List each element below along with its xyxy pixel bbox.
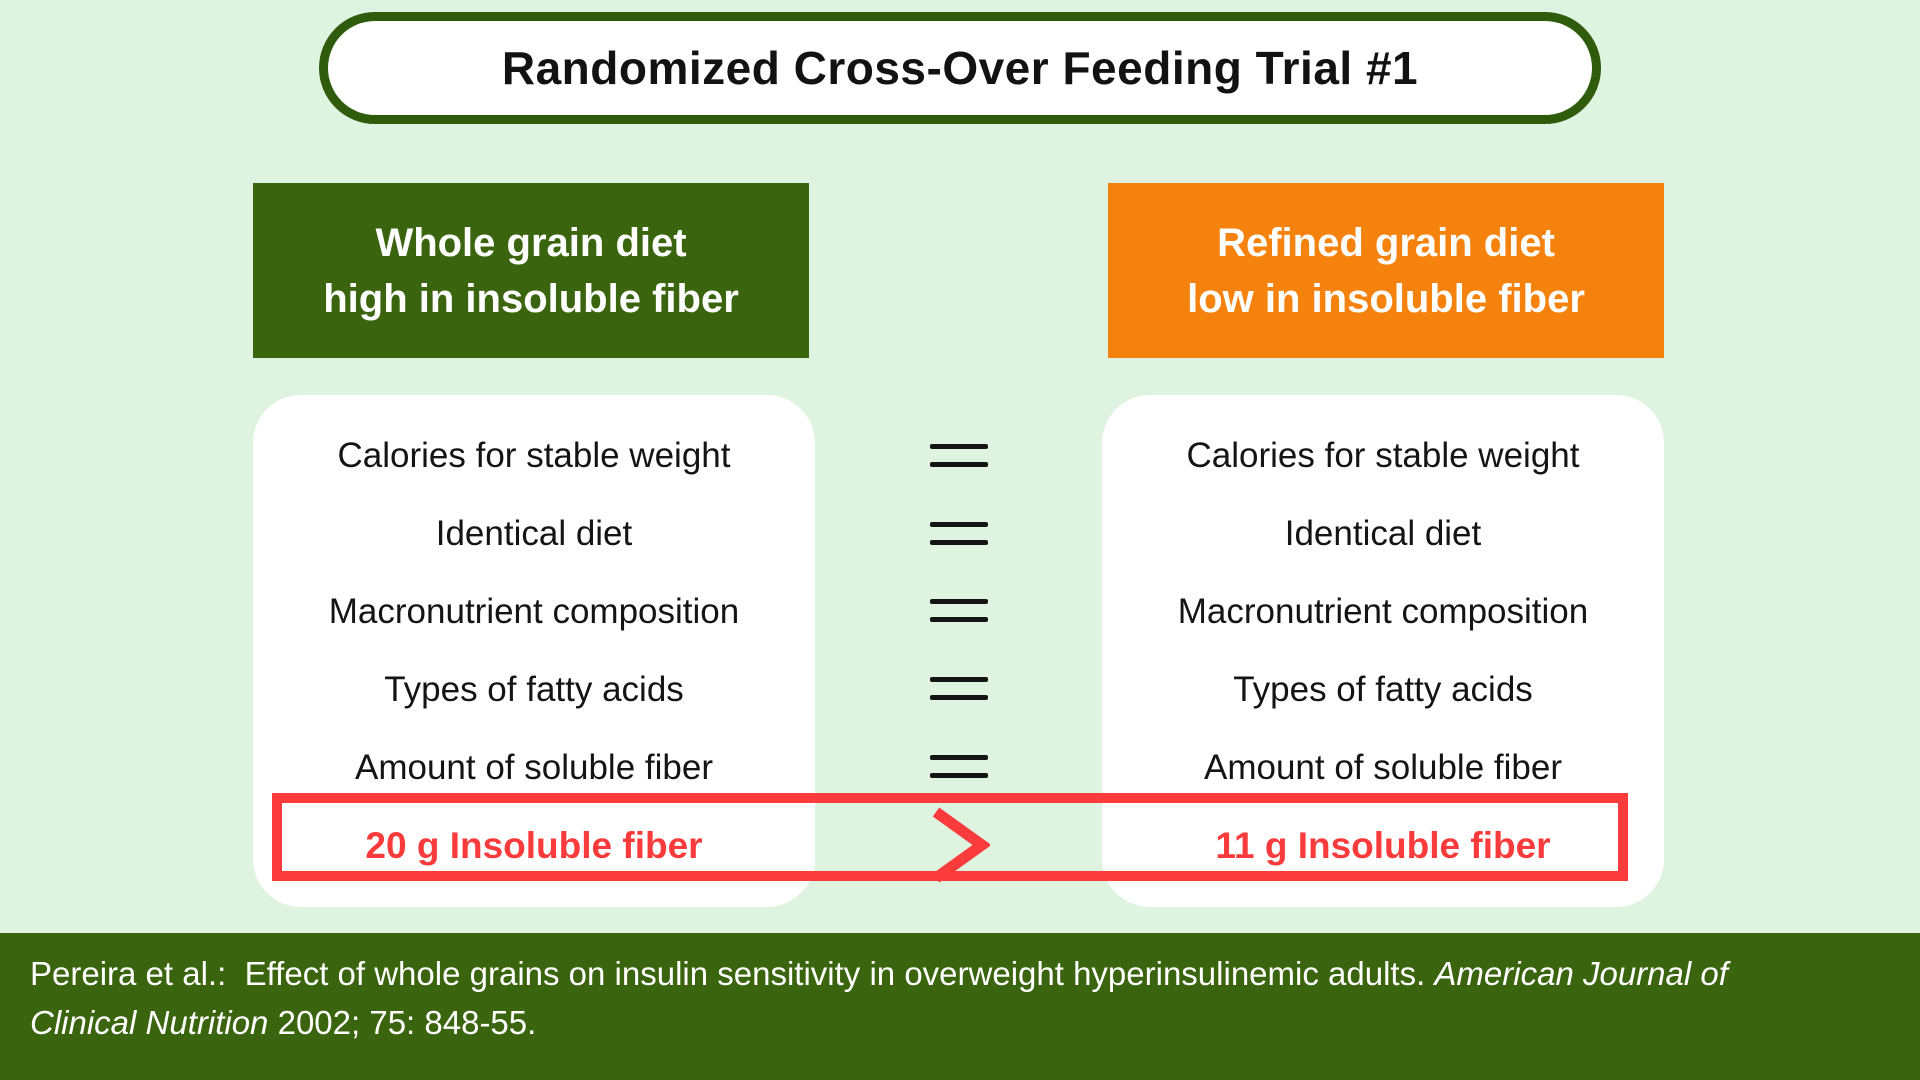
card-row: Calories for stable weight [1186, 436, 1580, 475]
card-row: Macronutrient composition [1177, 592, 1589, 631]
card-row: Identical diet [435, 514, 633, 553]
equals-icon [929, 444, 988, 468]
citation-line-2: Clinical Nutrition 2002; 75: 848-55. [30, 998, 1890, 1047]
card-row: Identical diet [1284, 514, 1482, 553]
refined-grain-header-line1: Refined grain diet [1217, 220, 1555, 265]
card-row: Amount of soluble fiber [355, 748, 713, 787]
card-row: Types of fatty acids [1233, 670, 1533, 709]
citation-line-1: Pereira et al.: Effect of whole grains o… [30, 949, 1890, 998]
card-row: Calories for stable weight [337, 436, 731, 475]
page-title: Randomized Cross-Over Feeding Trial #1 [501, 42, 1419, 94]
card-row: Macronutrient composition [328, 592, 740, 631]
equals-icon [929, 754, 988, 778]
comparison-column [815, 395, 1102, 907]
equals-icon [929, 677, 988, 701]
refined-grain-card: Calories for stable weight Identical die… [1102, 395, 1664, 907]
refined-grain-header: Refined grain diet low in insoluble fibe… [1108, 183, 1664, 358]
equals-icon [929, 521, 988, 545]
card-row: Types of fatty acids [384, 670, 684, 709]
greater-than-icon [932, 807, 990, 883]
citation-journal-name: American Journal of [1434, 955, 1728, 992]
refined-grain-header-line2: low in insoluble fiber [1187, 276, 1585, 321]
citation-journal-name: Clinical Nutrition [30, 1004, 269, 1041]
whole-grain-header-line1: Whole grain diet [375, 220, 687, 265]
whole-grain-header-line2: high in insoluble fiber [323, 276, 739, 321]
whole-grain-insoluble-fiber-value: 20 g Insoluble fiber [365, 825, 703, 866]
citation-bar: Pereira et al.: Effect of whole grains o… [0, 933, 1920, 1080]
whole-grain-header: Whole grain diet high in insoluble fiber [253, 183, 809, 358]
card-row: Amount of soluble fiber [1204, 748, 1562, 787]
whole-grain-card: Calories for stable weight Identical die… [253, 395, 815, 907]
equals-icon [929, 599, 988, 623]
citation-text: Pereira et al.: Effect of whole grains o… [30, 955, 1435, 992]
refined-grain-insoluble-fiber-value: 11 g Insoluble fiber [1215, 825, 1551, 866]
citation-text: 2002; 75: 848-55. [268, 1004, 537, 1041]
highlight-outline [272, 793, 1628, 881]
title-banner: Randomized Cross-Over Feeding Trial #1 [319, 12, 1601, 124]
